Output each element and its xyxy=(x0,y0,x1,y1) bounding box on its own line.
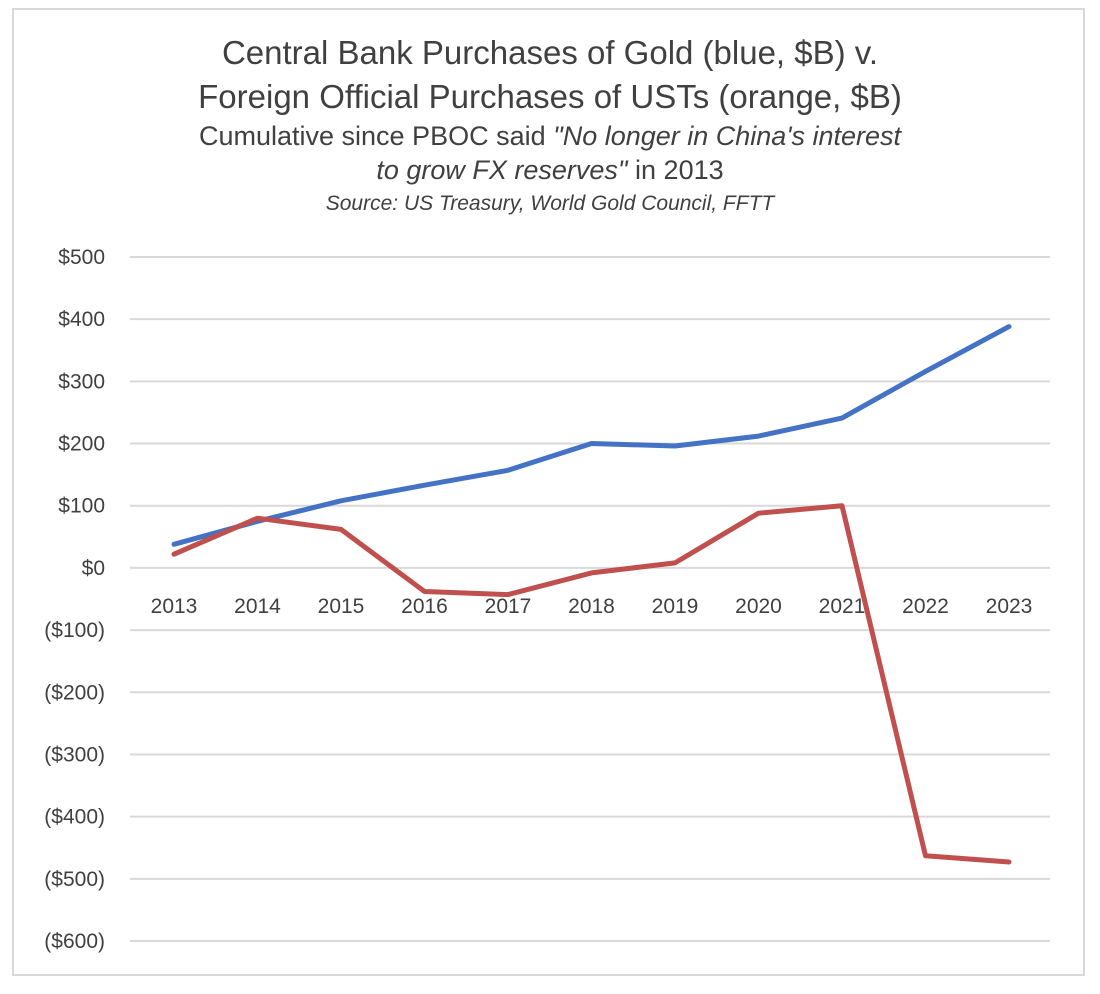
chart-source: Source: US Treasury, World Gold Council,… xyxy=(325,192,775,215)
y-tick-label: ($200) xyxy=(44,681,105,704)
subtitle-quote-end: to grow FX reserves" xyxy=(376,155,628,185)
y-tick-label: ($500) xyxy=(44,868,105,891)
y-tick-label: ($600) xyxy=(44,930,105,953)
y-tick-label: ($400) xyxy=(44,806,105,829)
y-tick-label: $300 xyxy=(58,370,105,393)
gridlines xyxy=(130,256,1050,942)
x-tick-label: 2021 xyxy=(819,595,866,618)
series-lines xyxy=(171,324,1012,865)
x-tick-label: 2015 xyxy=(318,595,365,618)
subtitle-quote: "No longer in China's interest xyxy=(553,121,902,151)
y-tick-label: $400 xyxy=(58,308,105,331)
chart-subtitle-line-2: to grow FX reserves" in 2013 xyxy=(0,155,1100,186)
subtitle-text: Cumulative since PBOC said xyxy=(198,121,554,151)
x-tick-label: 2022 xyxy=(902,595,949,618)
chart-subtitle-line-1: Cumulative since PBOC said "No longer in… xyxy=(0,121,1100,152)
chart-title-line-2: Foreign Official Purchases of USTs (oran… xyxy=(198,78,902,115)
gold-series-line xyxy=(171,324,1012,547)
x-tick-label: 2017 xyxy=(485,595,532,618)
x-tick-label: 2013 xyxy=(151,595,198,618)
y-tick-label: $100 xyxy=(58,495,105,518)
x-tick-label: 2020 xyxy=(735,595,782,618)
chart-frame xyxy=(12,8,1085,976)
x-tick-label: 2014 xyxy=(234,595,281,618)
x-axis-ticks: 2013 2014 2015 2016 2017 2018 2019 2020 2021 2022… xyxy=(151,595,1033,618)
ust-series-line xyxy=(171,503,1012,865)
x-tick-label: 2023 xyxy=(986,595,1033,618)
subtitle-year: in 2013 xyxy=(627,155,724,185)
x-tick-label: 2016 xyxy=(401,595,448,618)
y-tick-label: $200 xyxy=(58,433,105,456)
y-tick-label: $0 xyxy=(82,557,105,580)
y-tick-label: ($300) xyxy=(44,743,105,766)
x-tick-label: 2019 xyxy=(652,595,699,618)
y-tick-label: $500 xyxy=(58,246,105,269)
x-tick-label: 2018 xyxy=(568,595,615,618)
y-tick-label: ($100) xyxy=(44,619,105,642)
y-axis-ticks: $500 $400 $300 $200 $100 $0 ($100) ($200) ($300)… xyxy=(44,246,105,953)
chart-title-line-1: Central Bank Purchases of Gold (blue, $B… xyxy=(221,34,879,71)
